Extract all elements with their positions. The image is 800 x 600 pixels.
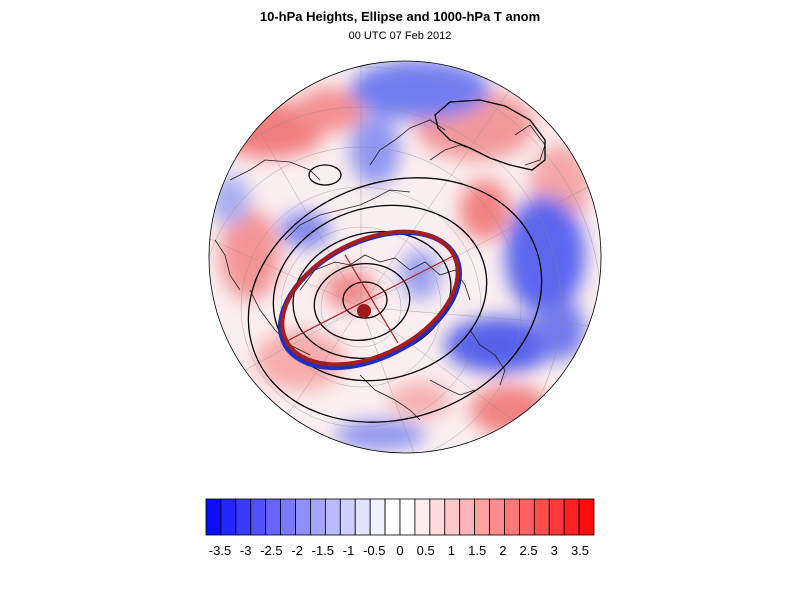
colorbar-tick-label: -3.5 xyxy=(208,543,232,558)
colorbar-swatch xyxy=(429,498,446,536)
page-title: 10-hPa Heights, Ellipse and 1000-hPa T a… xyxy=(259,9,541,24)
colorbar-swatch xyxy=(578,498,595,536)
colorbar-swatch xyxy=(518,498,535,536)
colorbar-swatch xyxy=(250,498,267,536)
colorbar-tick-label: -0.5 xyxy=(363,543,386,558)
colorbar-swatch xyxy=(265,498,282,536)
colorbar-tick-label: 3 xyxy=(550,543,558,558)
height-contours xyxy=(247,99,546,423)
colorbar-tick-label: 0 xyxy=(396,543,404,558)
colorbar-swatch xyxy=(205,498,222,536)
colorbar-tick-label: -2.5 xyxy=(260,543,283,558)
vortex-centroid-marker xyxy=(357,304,371,318)
colorbar-swatch xyxy=(459,498,476,536)
colorbar-tick-label: -1.5 xyxy=(311,543,335,558)
colorbar-tick-label: -1 xyxy=(342,543,355,558)
colorbar-swatch xyxy=(339,498,356,536)
colorbar-swatch xyxy=(563,498,580,536)
colorbar-swatch xyxy=(384,498,401,536)
colorbar-swatch xyxy=(489,498,505,536)
colorbar-tick-label: 3.5 xyxy=(570,543,590,558)
colorbar xyxy=(205,498,595,536)
colorbar-tick-label: 1.5 xyxy=(468,543,487,558)
temperature-anomaly-field xyxy=(209,61,601,453)
colorbar-tick-label: 1 xyxy=(447,543,456,558)
colorbar-swatch xyxy=(474,498,490,536)
colorbar-swatch xyxy=(324,498,341,536)
colorbar-swatch xyxy=(354,498,371,536)
colorbar-swatch xyxy=(369,498,386,536)
colorbar-tick-label: 2.5 xyxy=(519,543,538,558)
coastlines xyxy=(214,119,546,421)
colorbar-swatch xyxy=(310,498,326,536)
colorbar-swatch xyxy=(220,498,237,536)
page-subtitle: 00 UTC 07 Feb 2012 xyxy=(348,30,452,42)
colorbar-swatch xyxy=(548,498,565,536)
map-boundary xyxy=(208,60,602,454)
colorbar-swatch xyxy=(533,498,550,536)
colorbar-tick-label: 2 xyxy=(499,543,507,558)
colorbar-swatch xyxy=(504,498,520,536)
colorbar-tick-label: -3 xyxy=(239,543,252,558)
colorbar-swatch xyxy=(399,498,416,536)
colorbar-swatch xyxy=(235,498,252,536)
colorbar-swatch xyxy=(444,498,461,536)
colorbar-swatch xyxy=(295,498,311,536)
colorbar-tick-label: 0.5 xyxy=(416,543,435,558)
colorbar-swatch xyxy=(414,498,431,536)
colorbar-tick-label: -2 xyxy=(291,543,303,558)
vortex-ellipse xyxy=(278,229,462,371)
colorbar-swatch xyxy=(280,498,296,536)
graticule xyxy=(209,61,601,453)
